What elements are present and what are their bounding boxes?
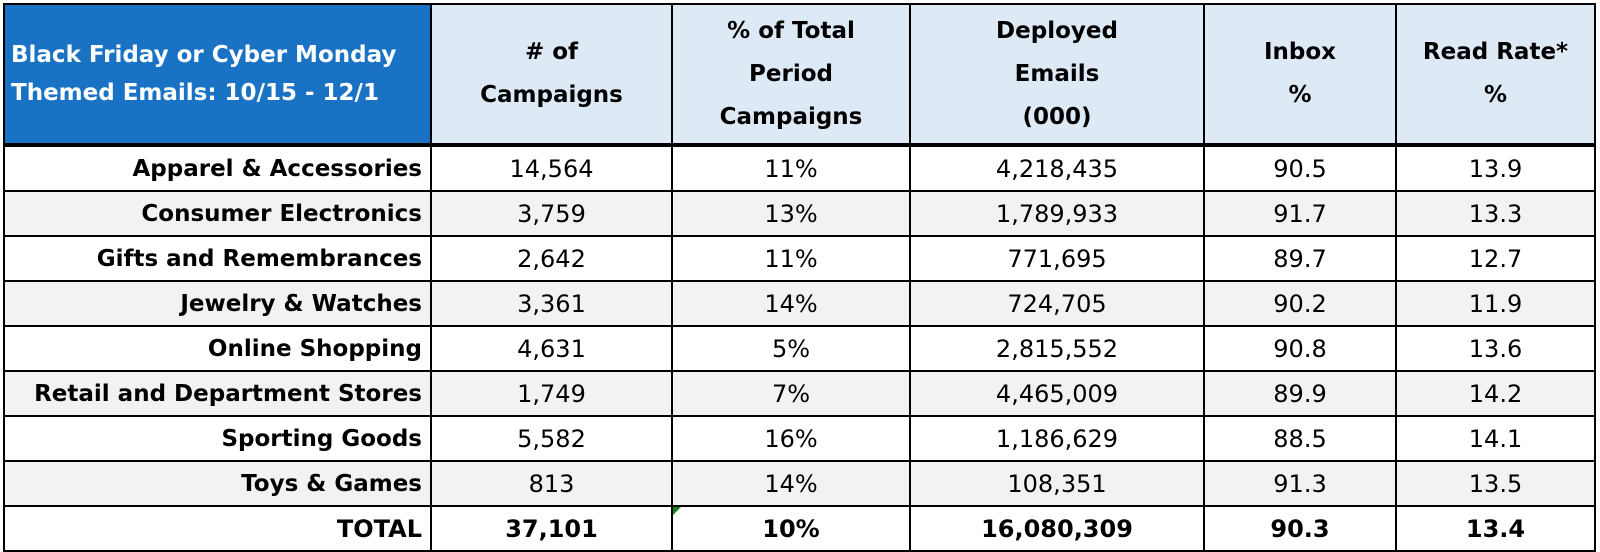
read-rate-cell[interactable]: 13.5 <box>1395 460 1596 507</box>
header-text: % <box>1483 82 1508 108</box>
campaigns-cell[interactable]: 1,749 <box>430 370 673 417</box>
header-row: Black Friday or Cyber Monday Themed Emai… <box>3 3 1596 147</box>
table-title-line: Themed Emails: 10/15 - 12/1 <box>11 80 379 106</box>
category-cell[interactable]: Retail and Department Stores <box>3 370 432 417</box>
read-rate-cell[interactable]: 12.7 <box>1395 235 1596 282</box>
table-row: Jewelry & Watches 3,361 14% 724,705 90.2… <box>3 280 1596 327</box>
deployed-cell[interactable]: 1,186,629 <box>909 415 1205 462</box>
category-cell[interactable]: Apparel & Accessories <box>3 144 432 192</box>
header-text: Deployed <box>996 17 1118 44</box>
campaigns-cell[interactable]: 4,631 <box>430 325 673 372</box>
header-pct-total[interactable]: % of Total Period Campaigns <box>671 3 911 147</box>
inbox-cell[interactable]: 90.2 <box>1203 280 1397 327</box>
table-title-cell[interactable]: Black Friday or Cyber Monday Themed Emai… <box>3 3 432 147</box>
table-row: Online Shopping 4,631 5% 2,815,552 90.8 … <box>3 325 1596 372</box>
header-campaigns[interactable]: # of Campaigns <box>430 3 673 147</box>
pct-total-cell[interactable]: 7% <box>671 370 911 417</box>
read-rate-cell[interactable]: 13.9 <box>1395 144 1596 192</box>
header-deployed[interactable]: Deployed Emails (000) <box>909 3 1205 147</box>
category-cell[interactable]: Sporting Goods <box>3 415 432 462</box>
inbox-cell[interactable]: 90.8 <box>1203 325 1397 372</box>
table-row: Gifts and Remembrances 2,642 11% 771,695… <box>3 235 1596 282</box>
header-text: % <box>1288 82 1312 108</box>
total-inbox-cell[interactable]: 90.3 <box>1203 505 1397 552</box>
inbox-cell[interactable]: 88.5 <box>1203 415 1397 462</box>
header-text: (000) <box>1022 103 1092 130</box>
table-row: Consumer Electronics 3,759 13% 1,789,933… <box>3 190 1596 237</box>
total-label-cell[interactable]: TOTAL <box>3 505 432 552</box>
header-text: # of <box>524 39 579 65</box>
read-rate-cell[interactable]: 13.3 <box>1395 190 1596 237</box>
read-rate-cell[interactable]: 13.6 <box>1395 325 1596 372</box>
campaigns-cell[interactable]: 5,582 <box>430 415 673 462</box>
category-cell[interactable]: Online Shopping <box>3 325 432 372</box>
inbox-cell[interactable]: 91.7 <box>1203 190 1397 237</box>
inbox-cell[interactable]: 89.9 <box>1203 370 1397 417</box>
pct-total-cell[interactable]: 11% <box>671 235 911 282</box>
deployed-cell[interactable]: 4,465,009 <box>909 370 1205 417</box>
pct-total-cell[interactable]: 14% <box>671 460 911 507</box>
campaigns-cell[interactable]: 3,361 <box>430 280 673 327</box>
read-rate-cell[interactable]: 14.1 <box>1395 415 1596 462</box>
header-read-rate[interactable]: Read Rate* % <box>1395 3 1596 147</box>
header-text: Emails <box>1014 60 1100 87</box>
pct-total-cell[interactable]: 14% <box>671 280 911 327</box>
header-text: Inbox <box>1263 39 1337 65</box>
inbox-cell[interactable]: 89.7 <box>1203 235 1397 282</box>
header-text: Period <box>749 60 833 87</box>
total-read-rate-cell[interactable]: 13.4 <box>1395 505 1596 552</box>
category-cell[interactable]: Toys & Games <box>3 460 432 507</box>
read-rate-cell[interactable]: 11.9 <box>1395 280 1596 327</box>
total-pct-total-value: 10% <box>762 514 820 543</box>
deployed-cell[interactable]: 108,351 <box>909 460 1205 507</box>
deployed-cell[interactable]: 4,218,435 <box>909 144 1205 192</box>
table-row: Sporting Goods 5,582 16% 1,186,629 88.5 … <box>3 415 1596 462</box>
pct-total-cell[interactable]: 16% <box>671 415 911 462</box>
pct-total-cell[interactable]: 5% <box>671 325 911 372</box>
deployed-cell[interactable]: 1,789,933 <box>909 190 1205 237</box>
campaigns-cell[interactable]: 3,759 <box>430 190 673 237</box>
total-campaigns-cell[interactable]: 37,101 <box>430 505 673 552</box>
error-indicator-triangle-icon <box>674 508 681 515</box>
table-title-line: Black Friday or Cyber Monday <box>11 42 397 68</box>
campaigns-cell[interactable]: 2,642 <box>430 235 673 282</box>
header-text: % of Total <box>727 17 855 44</box>
header-text: Read Rate* <box>1422 39 1569 65</box>
category-cell[interactable]: Jewelry & Watches <box>3 280 432 327</box>
read-rate-cell[interactable]: 14.2 <box>1395 370 1596 417</box>
pct-total-cell[interactable]: 11% <box>671 144 911 192</box>
total-pct-total-cell[interactable]: 10% <box>671 505 911 552</box>
total-deployed-cell[interactable]: 16,080,309 <box>909 505 1205 552</box>
inbox-cell[interactable]: 91.3 <box>1203 460 1397 507</box>
category-cell[interactable]: Consumer Electronics <box>3 190 432 237</box>
category-cell[interactable]: Gifts and Remembrances <box>3 235 432 282</box>
header-inbox[interactable]: Inbox % <box>1203 3 1397 147</box>
deployed-cell[interactable]: 724,705 <box>909 280 1205 327</box>
deployed-cell[interactable]: 771,695 <box>909 235 1205 282</box>
campaigns-cell[interactable]: 813 <box>430 460 673 507</box>
deployed-cell[interactable]: 2,815,552 <box>909 325 1205 372</box>
table-row: Toys & Games 813 14% 108,351 91.3 13.5 <box>3 460 1596 507</box>
pct-total-cell[interactable]: 13% <box>671 190 911 237</box>
header-text: Campaigns <box>719 103 863 130</box>
campaigns-cell[interactable]: 14,564 <box>430 144 673 192</box>
header-text: Campaigns <box>480 82 623 108</box>
table-row: Apparel & Accessories 14,564 11% 4,218,4… <box>3 144 1596 192</box>
total-row: TOTAL 37,101 10% 16,080,309 90.3 13.4 <box>3 505 1596 552</box>
inbox-cell[interactable]: 90.5 <box>1203 144 1397 192</box>
data-table: Black Friday or Cyber Monday Themed Emai… <box>3 3 1596 552</box>
table-row: Retail and Department Stores 1,749 7% 4,… <box>3 370 1596 417</box>
